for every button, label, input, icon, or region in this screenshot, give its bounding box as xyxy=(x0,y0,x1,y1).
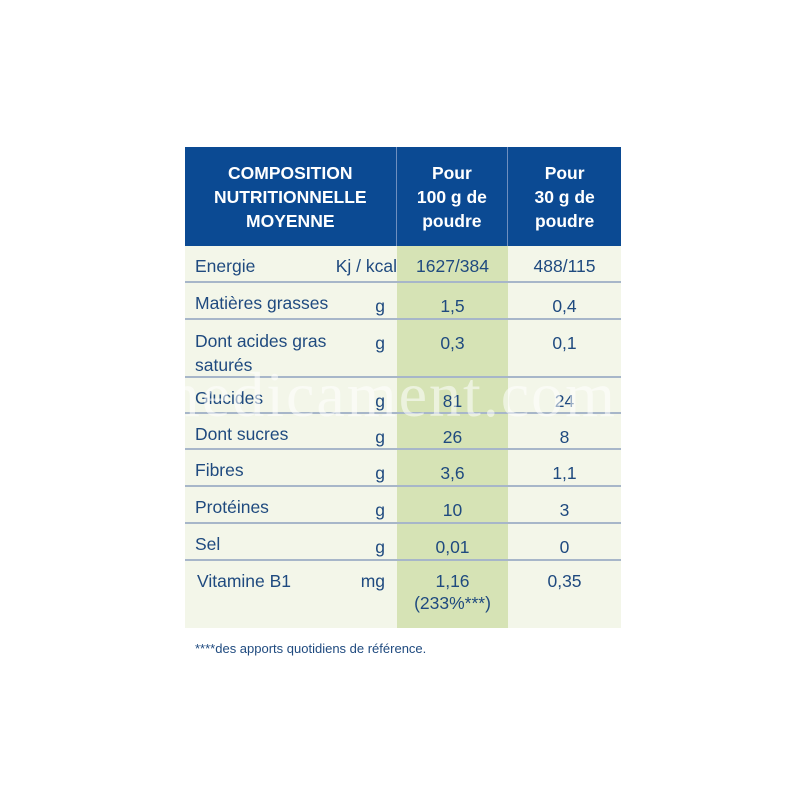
nutrient-name: Dont acides gras saturés xyxy=(195,331,327,375)
nutrient-unit: g xyxy=(375,463,385,483)
table-row: Energie Kj / kcal 1627/384 488/115 xyxy=(185,246,621,283)
nutrient-unit: mg xyxy=(360,571,385,591)
nutrient-unit: g xyxy=(375,427,385,447)
value-per-100g: 0,01 xyxy=(435,537,470,557)
value-per-100g: 3,6 xyxy=(440,463,465,483)
value-per-30g: 0,35 xyxy=(547,571,582,591)
value-per-100g: 26 xyxy=(442,427,463,447)
table-row: Glucides g 81 24 xyxy=(185,378,621,414)
nutrient-unit: g xyxy=(375,391,385,411)
value-per-30g: 0,1 xyxy=(552,333,577,353)
header-composition: COMPOSITION NUTRITIONNELLE MOYENNE xyxy=(213,162,367,231)
nutrient-name: Energie xyxy=(195,256,256,276)
highlight-column xyxy=(397,246,508,628)
value-per-100g: 1,5 xyxy=(440,296,465,316)
table-row: Sel g 0,01 0 xyxy=(185,524,621,561)
value-per-30g: 0 xyxy=(559,537,570,557)
nutrient-name: Sel xyxy=(195,534,221,554)
nutrient-name: Matières grasses xyxy=(195,293,329,313)
value-per-30g: 24 xyxy=(554,391,575,411)
nutrient-name: Glucides xyxy=(195,388,264,408)
header-per-30g: Pour 30 g de poudre xyxy=(507,147,621,246)
table-row: Dont sucres g 26 8 xyxy=(185,414,621,450)
nutrient-unit: g xyxy=(375,296,385,316)
footnote: ****des apports quotidiens de référence. xyxy=(195,641,427,656)
nutrient-unit: Kj / kcal xyxy=(335,256,397,276)
nutrient-unit: g xyxy=(375,537,385,557)
nutrient-name: Protéines xyxy=(195,497,269,517)
table-row: Dont acides gras saturés g 0,3 0,1 xyxy=(185,320,621,378)
nutrient-name: Fibres xyxy=(195,460,244,480)
value-per-100g: 0,3 xyxy=(440,333,465,353)
table-row: Vitamine B1 mg 1,16 (233%***) 0,35 xyxy=(185,561,621,628)
value-per-30g: 8 xyxy=(559,427,570,447)
table-row: Fibres g 3,6 1,1 xyxy=(185,450,621,487)
nutrient-unit: g xyxy=(375,333,385,353)
value-per-100g: 81 xyxy=(442,391,463,411)
value-per-100g: 1,16 (233%***) xyxy=(414,571,491,613)
table-body: Energie Kj / kcal 1627/384 488/115 Matiè… xyxy=(185,246,621,628)
value-per-30g: 3 xyxy=(559,500,570,520)
value-per-30g: 1,1 xyxy=(552,463,577,483)
value-per-30g: 0,4 xyxy=(552,296,577,316)
table-row: Matières grasses g 1,5 0,4 xyxy=(185,283,621,320)
nutrient-name: Dont sucres xyxy=(195,424,289,444)
table-header: COMPOSITION NUTRITIONNELLE MOYENNE Pour … xyxy=(185,147,621,246)
nutrient-unit: g xyxy=(375,500,385,520)
table-row: Protéines g 10 3 xyxy=(185,487,621,524)
header-per-100g: Pour 100 g de poudre xyxy=(395,147,508,246)
value-per-30g: 488/115 xyxy=(533,256,596,276)
value-per-100g: 10 xyxy=(442,500,463,520)
nutrition-table: COMPOSITION NUTRITIONNELLE MOYENNE Pour … xyxy=(185,147,621,628)
value-per-100g: 1627/384 xyxy=(416,256,489,276)
nutrient-name: Vitamine B1 xyxy=(197,571,292,591)
